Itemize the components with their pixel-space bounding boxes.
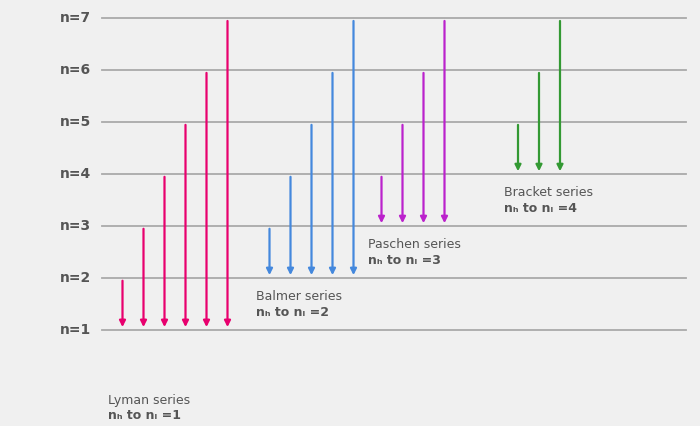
Text: n=2: n=2 (60, 271, 91, 285)
Text: n=4: n=4 (60, 167, 91, 181)
Text: nₕ to nₗ =3: nₕ to nₗ =3 (368, 254, 440, 267)
Text: Bracket series: Bracket series (504, 186, 593, 199)
Text: nₕ to nₗ =4: nₕ to nₗ =4 (504, 202, 577, 216)
Text: Paschen series: Paschen series (368, 238, 461, 250)
Text: n=1: n=1 (60, 323, 91, 337)
Text: n=6: n=6 (60, 63, 91, 77)
Text: nₕ to nₗ =1: nₕ to nₗ =1 (108, 409, 181, 422)
Text: n=5: n=5 (60, 115, 91, 129)
Text: nₕ to nₗ =2: nₕ to nₗ =2 (256, 306, 328, 319)
Text: n=7: n=7 (60, 11, 91, 25)
Text: Lyman series: Lyman series (108, 394, 190, 406)
Text: Balmer series: Balmer series (256, 290, 342, 302)
Text: n=3: n=3 (60, 219, 91, 233)
